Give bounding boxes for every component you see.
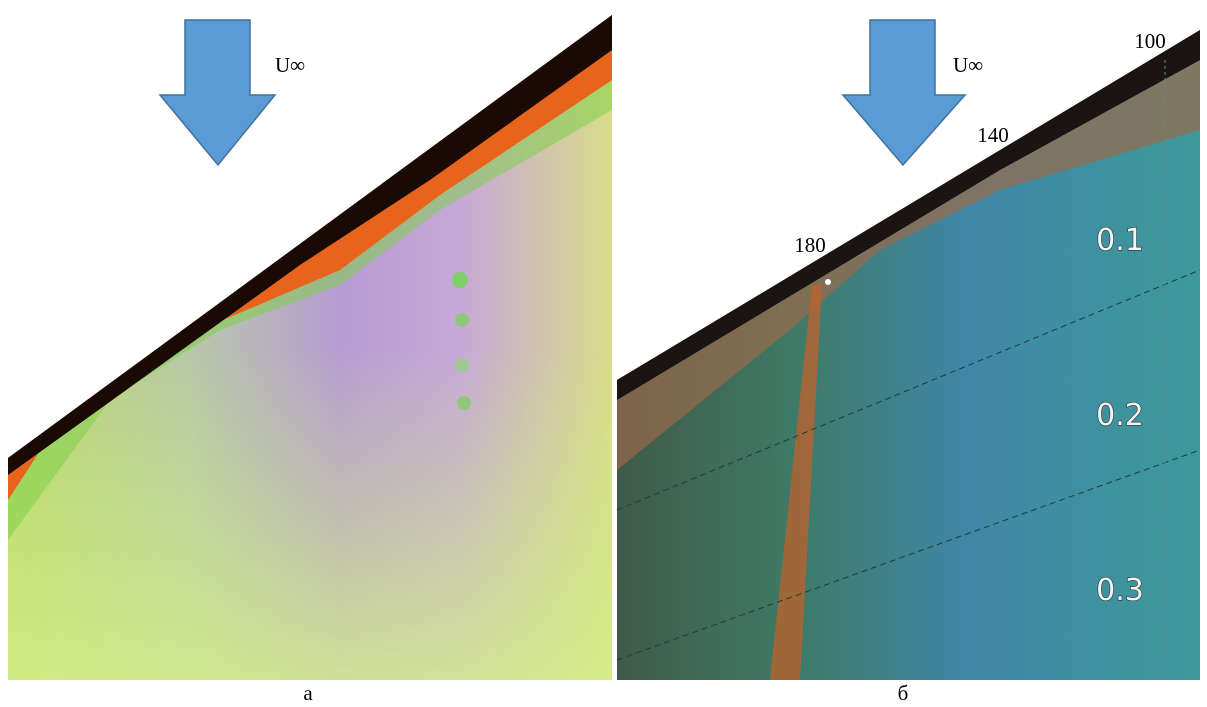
dark-edge xyxy=(8,15,612,475)
edge-mark: 140 xyxy=(977,123,1009,147)
dot xyxy=(455,313,469,327)
flow-label: U∞ xyxy=(275,53,305,77)
scale-mark: 0.1 xyxy=(1096,223,1144,258)
flow-arrow xyxy=(158,19,277,167)
panel-label: а xyxy=(303,681,313,705)
thermogram xyxy=(617,30,1200,680)
edge-mark: 100 xyxy=(1134,29,1166,53)
scale-mark: 0.3 xyxy=(1096,573,1144,608)
panel-a: U∞ а xyxy=(8,15,612,705)
flow-arrow xyxy=(841,19,967,167)
panel-b: U∞ 100 140 180 0.1 0.2 0.3 б xyxy=(616,19,1201,705)
grid-line xyxy=(616,449,1201,661)
dot xyxy=(457,396,471,410)
scale-mark: 0.2 xyxy=(1096,398,1144,433)
flow-label: U∞ xyxy=(953,53,983,77)
wake-streak xyxy=(770,285,822,680)
dot xyxy=(452,272,468,288)
panel-label: б xyxy=(898,681,909,705)
dark-edge xyxy=(617,30,1200,400)
dot xyxy=(455,358,469,372)
marker xyxy=(825,279,831,285)
grid-line xyxy=(616,269,1201,511)
edge-mark: 180 xyxy=(794,233,826,257)
